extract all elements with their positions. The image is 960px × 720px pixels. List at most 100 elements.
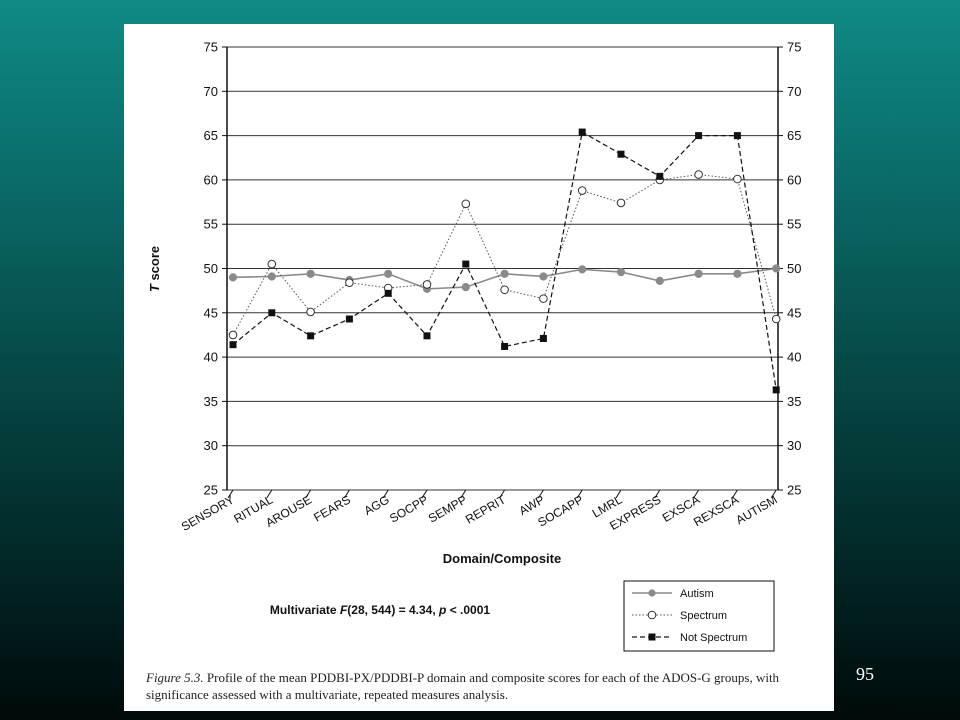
data-point — [733, 132, 741, 140]
x-tick — [693, 489, 700, 499]
y-tick-label-right: 30 — [787, 438, 801, 453]
data-point — [228, 273, 238, 282]
x-tick — [460, 489, 467, 499]
data-point — [539, 294, 548, 303]
series-line — [232, 131, 777, 390]
y-tick-label-right: 75 — [787, 40, 801, 55]
y-tick-label: 55 — [204, 217, 218, 232]
y-tick-label: 75 — [204, 40, 218, 55]
x-axis-title: Domain/Composite — [443, 551, 561, 566]
x-tick — [499, 489, 506, 499]
data-point — [616, 198, 626, 208]
data-point — [539, 272, 548, 281]
y-tick-label-right: 45 — [787, 305, 801, 320]
data-point — [771, 314, 781, 324]
data-point — [578, 265, 587, 274]
x-tick — [576, 489, 583, 499]
x-tick-label: AUTISM — [733, 492, 779, 527]
x-tick-label: SEMPP — [426, 492, 469, 525]
data-point — [423, 332, 431, 340]
data-point — [500, 285, 509, 295]
data-point — [268, 309, 276, 317]
x-tick — [537, 489, 544, 499]
data-point — [655, 276, 664, 286]
data-point — [306, 269, 315, 278]
data-point — [345, 278, 354, 287]
data-point — [228, 330, 238, 340]
caption-figure-label: Figure 5.3. — [146, 670, 204, 685]
x-tick — [421, 489, 428, 499]
data-point — [422, 280, 432, 289]
y-tick-label: 60 — [204, 172, 218, 187]
y-tick-label-right: 40 — [787, 350, 801, 365]
legend-label: Autism — [680, 588, 714, 600]
y-tick-label-right: 65 — [787, 128, 801, 143]
y-tick-label-right: 55 — [787, 217, 801, 232]
figure-caption: Figure 5.3. Profile of the mean PDDBI-PX… — [146, 669, 826, 703]
data-point — [384, 289, 392, 297]
data-point — [500, 269, 509, 278]
y-tick-label: 45 — [204, 305, 218, 320]
data-point — [578, 128, 586, 136]
data-point — [461, 283, 470, 292]
figure-panel: 25 25 30 30 35 35 40 40 45 45 50 50 55 55 60 60 65 65 70 70… — [124, 24, 834, 711]
multivariate-annotation: Multivariate F(28, 544) = 4.34, p < .000… — [270, 603, 490, 617]
x-tick — [615, 489, 622, 499]
legend-marker — [648, 633, 656, 641]
data-point — [772, 264, 781, 273]
line-chart: 25 25 30 30 35 35 40 40 45 45 50 50 55 55 60 60 65 65 70 70… — [147, 40, 801, 652]
data-point — [656, 172, 664, 180]
data-point — [501, 342, 509, 350]
page-number: 95 — [856, 664, 874, 684]
series-not-spectrum — [229, 128, 780, 394]
data-point — [345, 315, 353, 323]
y-tick-label-right: 50 — [787, 261, 801, 276]
y-tick-label: 50 — [204, 261, 218, 276]
x-tick — [343, 489, 350, 499]
x-tick-label: FEARS — [311, 492, 353, 524]
x-tick-label: SENSORY — [179, 492, 237, 533]
data-point — [694, 170, 703, 179]
data-point — [577, 186, 587, 195]
y-tick-label: 30 — [204, 438, 218, 453]
y-tick-label: 65 — [204, 128, 218, 143]
data-point — [267, 272, 276, 281]
x-tick-label: REPRIT — [463, 492, 509, 526]
legend-label: Spectrum — [680, 610, 727, 622]
legend: Autism Spectrum Not Spectrum — [623, 580, 775, 652]
data-point — [617, 150, 625, 158]
data-point — [461, 199, 471, 209]
y-tick-label-right: 60 — [787, 172, 801, 187]
caption-text: Profile of the mean PDDBI-PX/PDDBI-P dom… — [146, 670, 780, 702]
data-point — [462, 260, 470, 268]
data-point — [695, 132, 703, 140]
legend-marker — [648, 589, 656, 597]
data-point — [733, 174, 742, 184]
y-tick-label-right: 25 — [787, 483, 801, 498]
x-tick-label: SOCPP — [387, 492, 430, 525]
legend-label: Not Spectrum — [680, 632, 747, 644]
y-tick-label: 35 — [204, 394, 218, 409]
data-point — [694, 269, 703, 278]
x-tick — [305, 489, 312, 499]
x-tick — [731, 489, 738, 499]
data-point — [267, 259, 277, 269]
x-tick — [770, 489, 777, 499]
y-axis-title: T score — [147, 246, 162, 292]
x-tick — [227, 489, 234, 499]
y-tick-label: 25 — [204, 483, 218, 498]
y-tick-label-right: 35 — [787, 394, 801, 409]
y-tick-label: 70 — [204, 84, 218, 99]
legend-marker — [647, 610, 657, 620]
data-point — [539, 334, 547, 342]
data-point — [733, 269, 742, 278]
x-tick — [266, 489, 273, 499]
data-point — [384, 269, 393, 278]
y-tick-label: 40 — [204, 350, 218, 365]
data-point — [229, 341, 237, 349]
series-spectrum — [228, 170, 781, 340]
x-tick-label: REXSCA — [691, 492, 741, 529]
data-point — [306, 307, 315, 317]
x-tick — [382, 489, 389, 499]
y-tick-label-right: 70 — [787, 84, 801, 99]
